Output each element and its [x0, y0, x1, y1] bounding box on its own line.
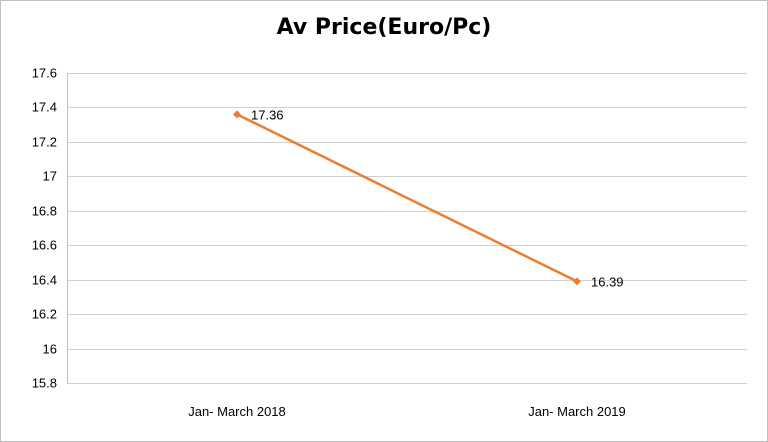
data-label-0: 17.36 [251, 107, 284, 122]
y-tick-label-3: 16.4 [32, 273, 57, 288]
data-point-0 [233, 110, 241, 119]
x-tick-label-0: Jan- March 2018 [188, 404, 286, 419]
x-tick-label-1: Jan- March 2019 [528, 404, 626, 419]
y-tick-label-0: 15.8 [32, 376, 57, 391]
data-point-1 [573, 277, 581, 286]
y-tick-label-4: 16.6 [32, 238, 57, 253]
y-tick-label-7: 17.2 [32, 135, 57, 150]
y-tick-label-5: 16.8 [32, 204, 57, 219]
chart-title: Av Price(Euro/Pc) [276, 15, 492, 40]
y-tick-label-8: 17.4 [32, 100, 57, 115]
y-tick-label-1: 16 [43, 342, 57, 357]
y-tick-label-9: 17.6 [32, 66, 57, 81]
data-label-1: 16.39 [591, 274, 624, 289]
series-line-0 [236, 113, 578, 283]
y-tick-label-2: 16.2 [32, 307, 57, 322]
y-tick-label-6: 17 [43, 169, 57, 184]
